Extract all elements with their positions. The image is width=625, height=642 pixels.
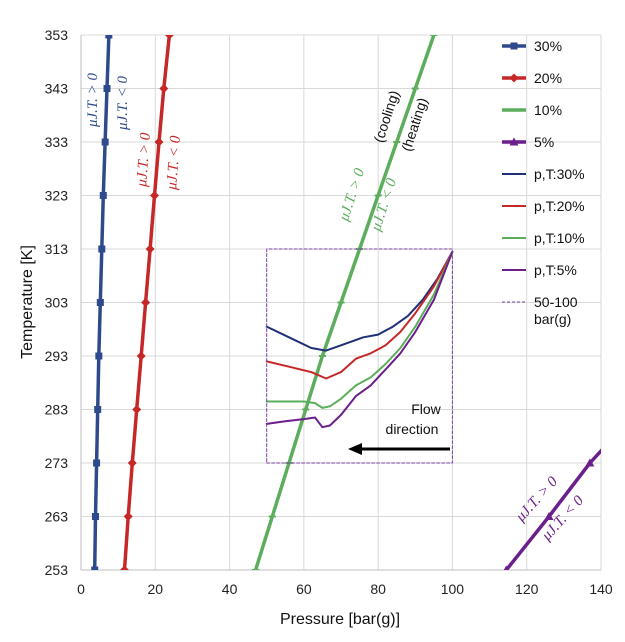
series-layer bbox=[91, 35, 601, 570]
data-point-diamond bbox=[164, 35, 174, 40]
data-point-square bbox=[99, 192, 107, 199]
series-30- bbox=[91, 35, 113, 570]
data-point-square bbox=[96, 299, 104, 306]
data-point-square bbox=[91, 566, 99, 570]
series-line bbox=[266, 248, 453, 464]
x-tick-label: 20 bbox=[147, 581, 163, 597]
plot-frame bbox=[80, 35, 601, 571]
mu-jt-negative-label-30: μJ.T. < 0 bbox=[115, 75, 131, 131]
legend-label: p,T:5% bbox=[534, 262, 577, 278]
data-point-square bbox=[98, 245, 106, 253]
series-p-t-10- bbox=[265, 250, 454, 409]
data-point-diamond bbox=[150, 191, 160, 200]
data-point-diamond bbox=[159, 84, 169, 93]
x-tick-label: 40 bbox=[222, 581, 238, 597]
data-point-diamond bbox=[123, 512, 133, 521]
data-point-diamond bbox=[141, 298, 151, 307]
series-5- bbox=[503, 448, 601, 570]
legend-label: 50-100 bar(g) bbox=[534, 294, 578, 327]
y-tick-label: 323 bbox=[45, 188, 69, 204]
series-line bbox=[504, 448, 601, 570]
data-point-diamond bbox=[119, 565, 129, 570]
y-axis-title: Temperature [K] bbox=[19, 245, 36, 359]
y-tick-label: 253 bbox=[45, 562, 69, 578]
y-tick-label: 333 bbox=[45, 134, 69, 150]
y-tick-label: 263 bbox=[45, 509, 69, 525]
x-tick-label: 80 bbox=[370, 581, 386, 597]
y-tick-label: 293 bbox=[45, 348, 69, 364]
series-p-t-20- bbox=[265, 250, 454, 380]
legend-label-line: 50-100 bbox=[534, 294, 578, 310]
data-point-square bbox=[94, 406, 102, 413]
series-line bbox=[265, 250, 454, 429]
legend-label: 30% bbox=[534, 38, 562, 54]
legend-label: p,T:10% bbox=[534, 230, 585, 246]
x-tick-label: 0 bbox=[77, 581, 85, 597]
legend-label: 5% bbox=[534, 134, 554, 150]
data-point-diamond bbox=[145, 244, 155, 254]
mu-jt-positive-label-30: μJ.T. > 0 bbox=[85, 72, 101, 128]
series-20- bbox=[119, 35, 174, 570]
legend-label: p,T:20% bbox=[534, 198, 585, 214]
flow-label-line1: Flow bbox=[411, 401, 441, 417]
series-50-100-bar-g- bbox=[266, 248, 453, 464]
legend-label-line: bar(g) bbox=[534, 311, 571, 327]
x-tick-label: 120 bbox=[515, 581, 539, 597]
y-tick-label: 313 bbox=[45, 241, 69, 257]
y-tick-label: 273 bbox=[45, 455, 69, 471]
data-point-square bbox=[93, 459, 101, 467]
series-line bbox=[265, 250, 454, 380]
data-point-diamond bbox=[154, 137, 164, 147]
data-point-square bbox=[91, 513, 99, 520]
data-point-square bbox=[510, 42, 518, 50]
data-point-square bbox=[101, 138, 109, 146]
series-p-t-5- bbox=[265, 250, 454, 429]
mu-jt-negative-label-20: μJ.T. < 0 bbox=[164, 135, 184, 192]
data-point-diamond bbox=[509, 73, 519, 83]
x-tick-label: 60 bbox=[296, 581, 312, 597]
y-tick-label: 353 bbox=[45, 27, 69, 43]
tick-labels: 0 20 40 60 80 100 120 140 253 263 273 283 293 303 313 3… bbox=[45, 27, 613, 597]
data-point-diamond bbox=[132, 405, 142, 414]
x-tick-label: 100 bbox=[441, 581, 465, 597]
legend-label: 10% bbox=[534, 102, 562, 118]
mu-jt-positive-label-20: μJ.T. > 0 bbox=[134, 132, 154, 189]
series-line bbox=[265, 250, 454, 352]
series-line bbox=[265, 250, 454, 409]
data-point-square bbox=[103, 85, 111, 92]
y-tick-label: 343 bbox=[45, 81, 69, 97]
x-axis-title: Pressure [bar(g)] bbox=[280, 611, 400, 628]
flow-label-line2: direction bbox=[386, 421, 439, 437]
data-point-triangle bbox=[509, 137, 519, 146]
legend: 30% 20% 10% 5% p,T:30% p,T:20% p,T:10% p,T:5% 50… bbox=[502, 38, 585, 327]
data-point-square bbox=[95, 352, 103, 360]
data-point-diamond bbox=[136, 351, 146, 361]
series-p-t-30- bbox=[265, 250, 454, 352]
flow-arrow-head bbox=[348, 443, 362, 455]
x-tick-label: 140 bbox=[589, 581, 613, 597]
y-tick-label: 303 bbox=[45, 295, 69, 311]
data-point-triangle bbox=[585, 458, 595, 467]
data-point-diamond bbox=[127, 458, 137, 468]
data-point-square bbox=[105, 35, 113, 39]
y-tick-label: 283 bbox=[45, 402, 69, 418]
data-point-triangle bbox=[503, 565, 509, 570]
data-point-triangle bbox=[544, 512, 554, 520]
legend-label: 20% bbox=[534, 70, 562, 86]
legend-label: p,T:30% bbox=[534, 166, 585, 182]
